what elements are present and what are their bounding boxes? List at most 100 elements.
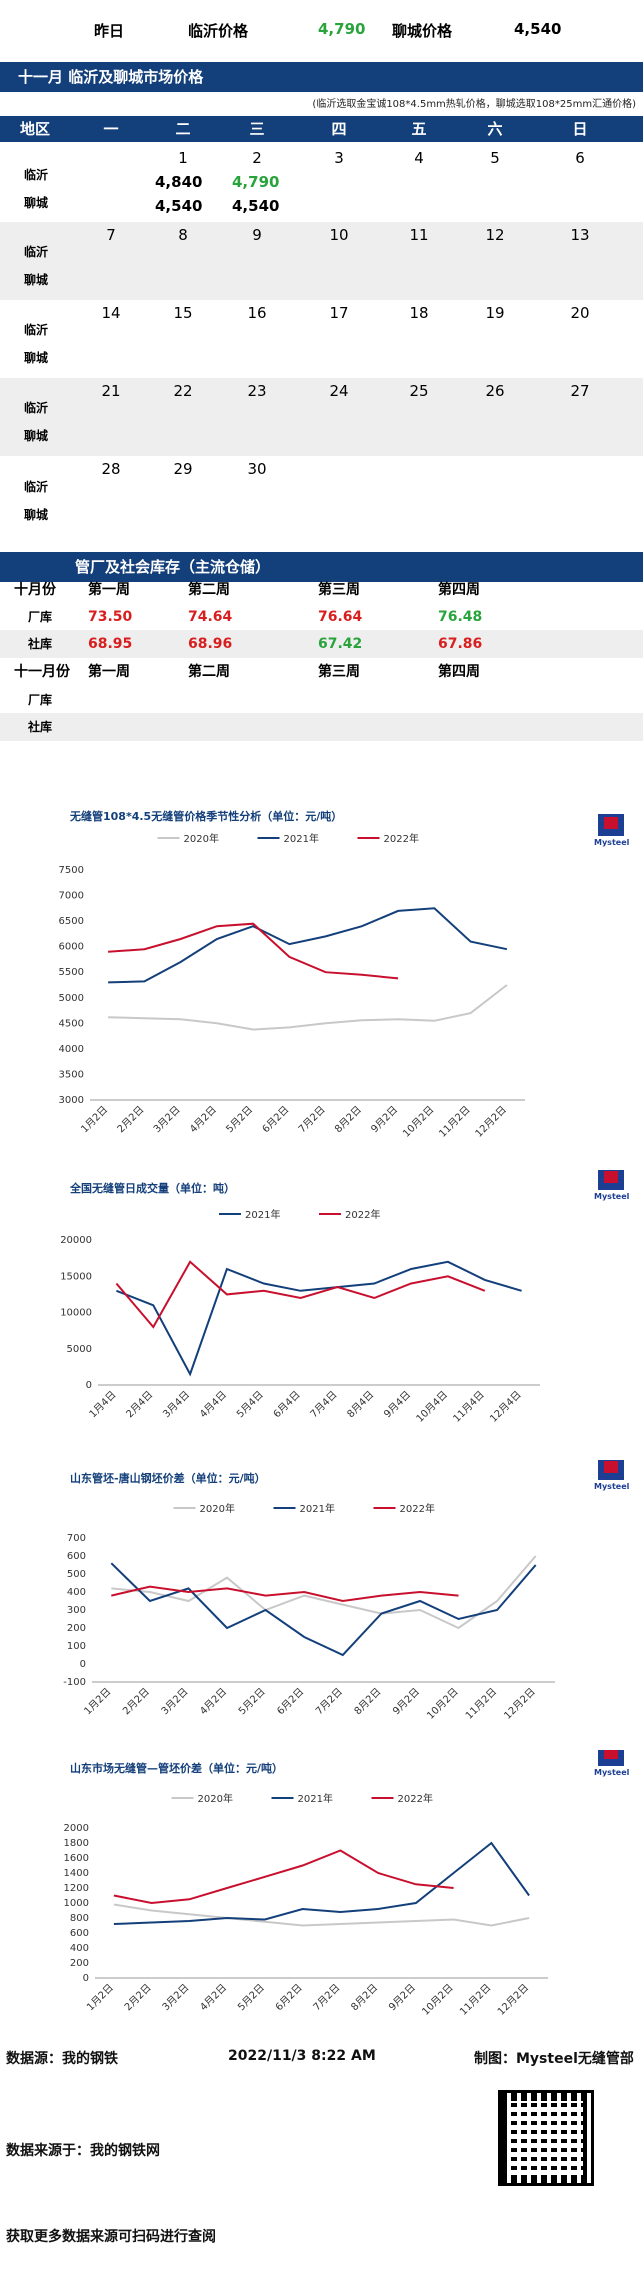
liaocheng-price-label: 聊城价格 [392, 22, 453, 40]
series-line-2020年 [113, 1903, 530, 1927]
x-tick-label: 9月2日 [369, 1104, 401, 1136]
calendar-day: 4 [414, 149, 424, 167]
legend-entry: 2021年 [219, 1208, 280, 1221]
inventory-factory-row: 厂库 73.50 74.64 76.64 76.48 [0, 603, 643, 631]
calendar-day: 29 [173, 460, 193, 478]
qr-code[interactable] [498, 2090, 594, 2186]
calendar-day: 2 [252, 149, 262, 167]
social-w1: 68.95 [88, 636, 133, 652]
calendar-note: (临沂选取金宝诚108*4.5mm热轧价格，聊城选取108*25mm汇通价格) [312, 99, 636, 110]
chart-title: 全国无缝管日成交量（单位：吨） [69, 1181, 235, 1195]
y-tick-label: 6000 [59, 942, 84, 953]
x-tick-label: 1月2日 [82, 1686, 114, 1718]
week-3-label: 第三周 [318, 582, 360, 598]
city-label-liaocheng: 聊城 [24, 508, 49, 522]
footer-more-info: 获取更多数据来源可扫码进行查阅 [6, 2229, 216, 2245]
legend-entry: 2020年 [157, 832, 219, 845]
factory-label: 厂库 [28, 610, 53, 624]
calendar-header: 地区 一 二 三 四 五 六 日 [0, 116, 643, 142]
x-tick-label: 11月2日 [457, 1982, 493, 2018]
x-tick-label: 3月2日 [151, 1104, 183, 1136]
calendar-day: 14 [101, 304, 121, 322]
month-label-nov: 十一月份 [14, 664, 70, 680]
x-tick-label: 2月2日 [120, 1686, 152, 1718]
calendar-week-3: 14 15 16 17 18 19 20 临沂 聊城 [0, 300, 643, 378]
legend-entry: 2020年 [171, 1792, 233, 1805]
chart-4-pipe-spread: 山东市场无缝管—管坯价差（单位：元/吨） Mysteel 2020年 2021年 202… [0, 1750, 643, 2040]
social-label: 社库 [28, 637, 53, 651]
factory-w4: 76.48 [438, 609, 483, 625]
factory-label-nov: 厂库 [28, 693, 53, 707]
calendar-day: 22 [173, 382, 193, 400]
legend-entry: 2021年 [257, 832, 319, 845]
x-tick-label: 2月2日 [122, 1982, 154, 2014]
y-tick-label: 100 [67, 1641, 86, 1652]
series-line-2022年 [108, 922, 399, 980]
calendar-day: 19 [485, 304, 505, 322]
y-tick-label: 6500 [59, 916, 84, 927]
y-tick-label: 4000 [59, 1044, 84, 1055]
x-tick-label: 11月2日 [463, 1686, 499, 1722]
x-tick-label: 9月4日 [382, 1389, 414, 1421]
y-tick-label: 0 [86, 1380, 92, 1391]
y-tick-label: 5000 [59, 993, 84, 1004]
svg-text:2020年: 2020年 [184, 832, 219, 845]
y-tick-label: 500 [67, 1569, 86, 1580]
y-tick-label: 1200 [64, 1883, 89, 1894]
chart-title: 无缝管108*4.5无缝管价格季节性分析（单位：元/吨） [69, 809, 342, 823]
header-wed: 三 [249, 120, 265, 138]
y-tick-label: 600 [67, 1551, 86, 1562]
series-line-2022年 [113, 1849, 454, 1905]
legend-entry: 2021年 [273, 1502, 335, 1515]
header-region: 地区 [19, 120, 50, 138]
legend-entry: 2022年 [319, 1208, 380, 1221]
x-tick-label: 2月4日 [124, 1389, 156, 1421]
week-2-label: 第二周 [188, 582, 230, 598]
calendar-week-5: 28 29 30 临沂聊城 [0, 456, 643, 536]
x-tick-label: 12月2日 [502, 1686, 538, 1722]
week-4-label-nov: 第四周 [438, 664, 480, 680]
calendar-day: 10 [329, 226, 349, 244]
series-line-2021年 [116, 1260, 522, 1377]
social-w2: 68.96 [188, 636, 233, 652]
city-label-linyi: 临沂 [24, 245, 49, 259]
calendar-week-4: 21 22 23 24 25 26 27 临沂 聊城 [0, 378, 643, 456]
city-label-linyi: 临沂 [24, 480, 49, 494]
legend-entry: 2022年 [371, 1792, 433, 1805]
calendar-day: 30 [247, 460, 267, 478]
header-sat: 六 [487, 120, 503, 138]
week-1-label-nov: 第一周 [88, 664, 130, 680]
city-label-liaocheng: 聊城 [24, 195, 49, 210]
y-tick-label: 1400 [64, 1868, 89, 1879]
calendar-day: 7 [106, 226, 116, 244]
calendar-day: 18 [409, 304, 429, 322]
city-label-linyi: 临沂 [24, 167, 49, 182]
calendar-day: 28 [101, 460, 121, 478]
inventory-week-header-oct: 十月份 第一周 第二周 第三周 第四周 [0, 576, 643, 604]
y-tick-label: 20000 [60, 1235, 92, 1246]
x-tick-label: 12月2日 [473, 1104, 509, 1140]
header-tue: 二 [175, 120, 191, 138]
series-line-2022年 [111, 1585, 459, 1603]
x-tick-label: 1月2日 [84, 1982, 116, 2014]
city-label-liaocheng: 聊城 [24, 429, 49, 443]
svg-text:Mysteel: Mysteel [594, 1768, 630, 1777]
x-tick-label: 12月2日 [495, 1982, 531, 2018]
footer-source: 数据源：我的钢铁 [6, 2051, 118, 2067]
x-tick-label: 10月4日 [414, 1389, 450, 1425]
svg-text:2022年: 2022年 [384, 832, 419, 845]
x-tick-label: 8月2日 [349, 1982, 381, 2014]
social-w4: 67.86 [438, 636, 483, 652]
x-tick-label: 4月2日 [198, 1982, 230, 2014]
calendar-day: 8 [178, 226, 188, 244]
chart-title: 山东市场无缝管—管坯价差（单位：元/吨） [70, 1761, 283, 1775]
calendar-day: 5 [490, 149, 500, 167]
x-tick-label: 4月2日 [187, 1104, 219, 1136]
liaocheng-price-day2: 4,540 [232, 197, 280, 215]
y-tick-label: 800 [70, 1913, 89, 1924]
factory-w3: 76.64 [318, 609, 363, 625]
calendar-week-1: 1 2 3 4 5 6 临沂 聊城 4,840 4,790 4,540 4,540 [0, 145, 643, 222]
series-line-2020年 [108, 984, 508, 1031]
x-tick-label: 7月2日 [296, 1104, 328, 1136]
calendar-day: 21 [101, 382, 121, 400]
